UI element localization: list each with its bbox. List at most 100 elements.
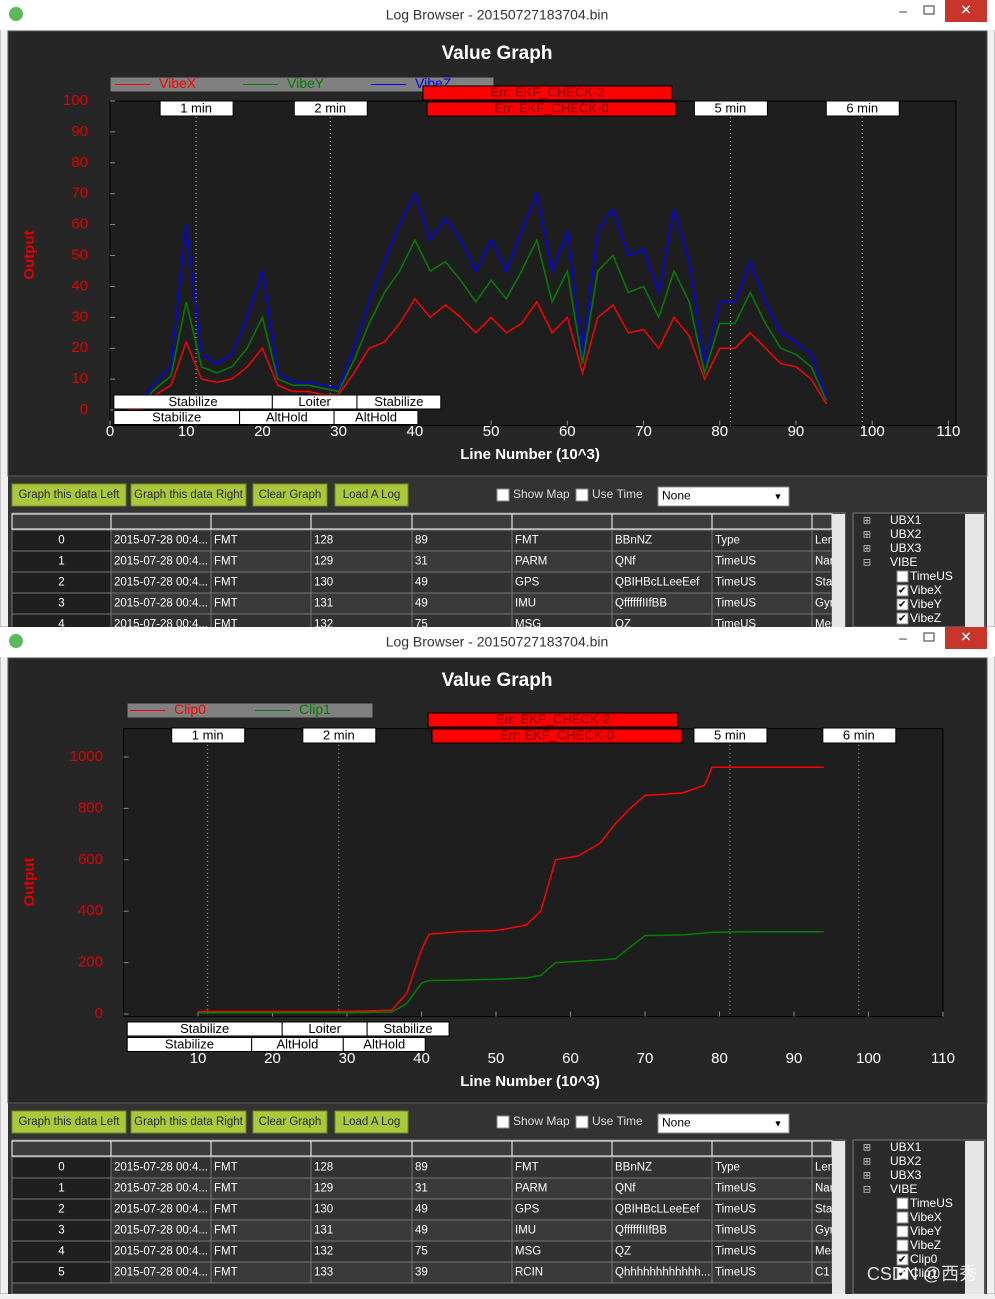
tree-node-label[interactable]: VibeY: [910, 597, 942, 611]
table-cell-text: RCIN: [515, 1267, 543, 1279]
tree-node-label[interactable]: UBX2: [890, 527, 922, 541]
x-tick-label: 80: [711, 423, 728, 440]
time-marker-label: 1 min: [180, 100, 212, 115]
minimize-button[interactable]: –: [899, 630, 907, 646]
checkbox[interactable]: [496, 488, 510, 502]
minimize-button[interactable]: –: [899, 3, 907, 19]
toolbar-button-label[interactable]: Graph this data Left: [18, 489, 120, 501]
tree-node-label[interactable]: TimeUS: [910, 1196, 953, 1210]
checkbox-label[interactable]: Use Time: [592, 1114, 643, 1128]
checkbox[interactable]: [496, 1115, 510, 1129]
x-tick-label: 10: [178, 423, 195, 440]
tree-node-label[interactable]: VibeY: [910, 1224, 942, 1238]
table-cell-text: 49: [415, 1204, 428, 1216]
tree-checkbox[interactable]: [896, 1239, 909, 1252]
table-scrollbar[interactable]: [832, 514, 845, 627]
toolbar-button-label[interactable]: Load A Log: [343, 1116, 401, 1128]
toolbar-button-label[interactable]: Load A Log: [343, 489, 401, 501]
table-cell-text: 2: [58, 1204, 64, 1216]
toolbar-button[interactable]: [252, 1110, 328, 1134]
toolbar-button-label[interactable]: Clear Graph: [259, 489, 322, 501]
table-cell-text: Nar: [815, 556, 834, 568]
tree-node-label[interactable]: UBX1: [890, 513, 922, 527]
tree-expander[interactable]: ⊞: [863, 1143, 871, 1154]
toolbar-button[interactable]: [130, 1110, 247, 1134]
maximize-button[interactable]: [923, 5, 935, 15]
table-header-cell: [11, 513, 112, 530]
tree-expander[interactable]: ⊞: [863, 1171, 871, 1182]
toolbar-button[interactable]: [11, 483, 127, 507]
tree-node-label[interactable]: Clip1: [910, 1266, 938, 1280]
tree-node-label[interactable]: VibeZ: [910, 1238, 941, 1252]
checkbox-label[interactable]: Show Map: [513, 1114, 570, 1128]
toolbar-button[interactable]: [334, 483, 409, 507]
series-line: [198, 931, 824, 1014]
tree-expander[interactable]: ⊞: [863, 530, 871, 541]
tree-checkbox[interactable]: [896, 1197, 909, 1210]
tree-checkbox[interactable]: [896, 1267, 909, 1280]
tree-node-label[interactable]: VibeX: [910, 1210, 942, 1224]
tree-node-label[interactable]: VibeZ: [910, 611, 941, 625]
dropdown-value[interactable]: None: [662, 1116, 691, 1130]
toolbar-button[interactable]: [334, 1110, 409, 1134]
tree-node-label[interactable]: UBX3: [890, 1168, 922, 1182]
tree-checkbox[interactable]: [896, 598, 909, 611]
dropdown-value[interactable]: None: [662, 489, 691, 503]
tree-node-label[interactable]: VIBE: [890, 1182, 917, 1196]
dropdown[interactable]: [657, 486, 790, 507]
table-cell-text: FMT: [214, 1246, 238, 1258]
tree-checkbox[interactable]: [896, 570, 909, 583]
table-cell-text: FMT: [214, 556, 238, 568]
checkbox-label[interactable]: Use Time: [592, 487, 643, 501]
y-tick-label: 600: [78, 851, 103, 868]
tree-checkbox[interactable]: [896, 1253, 909, 1266]
toolbar-button-label[interactable]: Clear Graph: [259, 1116, 322, 1128]
tree-node-label[interactable]: TimeUS: [910, 569, 953, 583]
tree-expander[interactable]: ⊟: [863, 1185, 871, 1196]
tree-expander[interactable]: ⊞: [863, 544, 871, 555]
tree-checkbox[interactable]: [896, 1211, 909, 1224]
tree-scrollbar[interactable]: [965, 514, 984, 627]
tree-checkbox[interactable]: [896, 612, 909, 625]
maximize-button[interactable]: [923, 632, 935, 642]
tree-checkbox[interactable]: [896, 584, 909, 597]
tree-node-label[interactable]: Clip0: [910, 1252, 938, 1266]
tree-scrollbar[interactable]: [965, 1141, 984, 1294]
x-axis-label: Line Number (10^3): [460, 446, 600, 463]
error-box: [422, 85, 673, 101]
y-tick-label: 60: [71, 216, 88, 233]
time-marker-label: 6 min: [846, 100, 878, 115]
table-cell-text: QZ: [615, 619, 631, 631]
close-button[interactable]: [945, 0, 987, 22]
toolbar-button-label[interactable]: Graph this data Left: [18, 1116, 120, 1128]
table-cell-text: 2015-07-28 00:4...: [114, 1246, 208, 1258]
checkbox-label[interactable]: Show Map: [513, 487, 570, 501]
dropdown[interactable]: [657, 1113, 790, 1134]
tree-expander[interactable]: ⊞: [863, 1157, 871, 1168]
tree-node-label[interactable]: VibeX: [910, 583, 942, 597]
table-cell-text: BBnNZ: [615, 535, 652, 547]
tree-node-label[interactable]: UBX1: [890, 1140, 922, 1154]
tree-node-label[interactable]: UBX3: [890, 541, 922, 555]
tree-expander[interactable]: ⊟: [863, 558, 871, 569]
checkbox[interactable]: [575, 488, 589, 502]
checkbox[interactable]: [575, 1115, 589, 1129]
toolbar-button-label[interactable]: Graph this data Right: [134, 489, 243, 501]
toolbar-button[interactable]: [11, 1110, 127, 1134]
toolbar-button[interactable]: [130, 483, 247, 507]
tree-expander[interactable]: ⊞: [863, 516, 871, 527]
mode-label: Stabilize: [152, 409, 201, 424]
tree-node-label[interactable]: UBX2: [890, 1154, 922, 1168]
tree-node-label[interactable]: VIBE: [890, 555, 917, 569]
table-cell-text: 49: [415, 1225, 428, 1237]
tree-checkbox[interactable]: [896, 1225, 909, 1238]
toolbar-button[interactable]: [252, 483, 328, 507]
table-cell-text: 129: [314, 556, 333, 568]
table-cell-text: Len: [815, 535, 834, 547]
toolbar-button-label[interactable]: Graph this data Right: [134, 1116, 243, 1128]
table-cell-text: 129: [314, 1183, 333, 1195]
table-scrollbar[interactable]: [832, 1141, 845, 1294]
close-button[interactable]: [945, 627, 987, 649]
error-label: Err: EKF_CHECK-0: [500, 727, 614, 742]
x-tick-label: 20: [264, 1050, 281, 1067]
